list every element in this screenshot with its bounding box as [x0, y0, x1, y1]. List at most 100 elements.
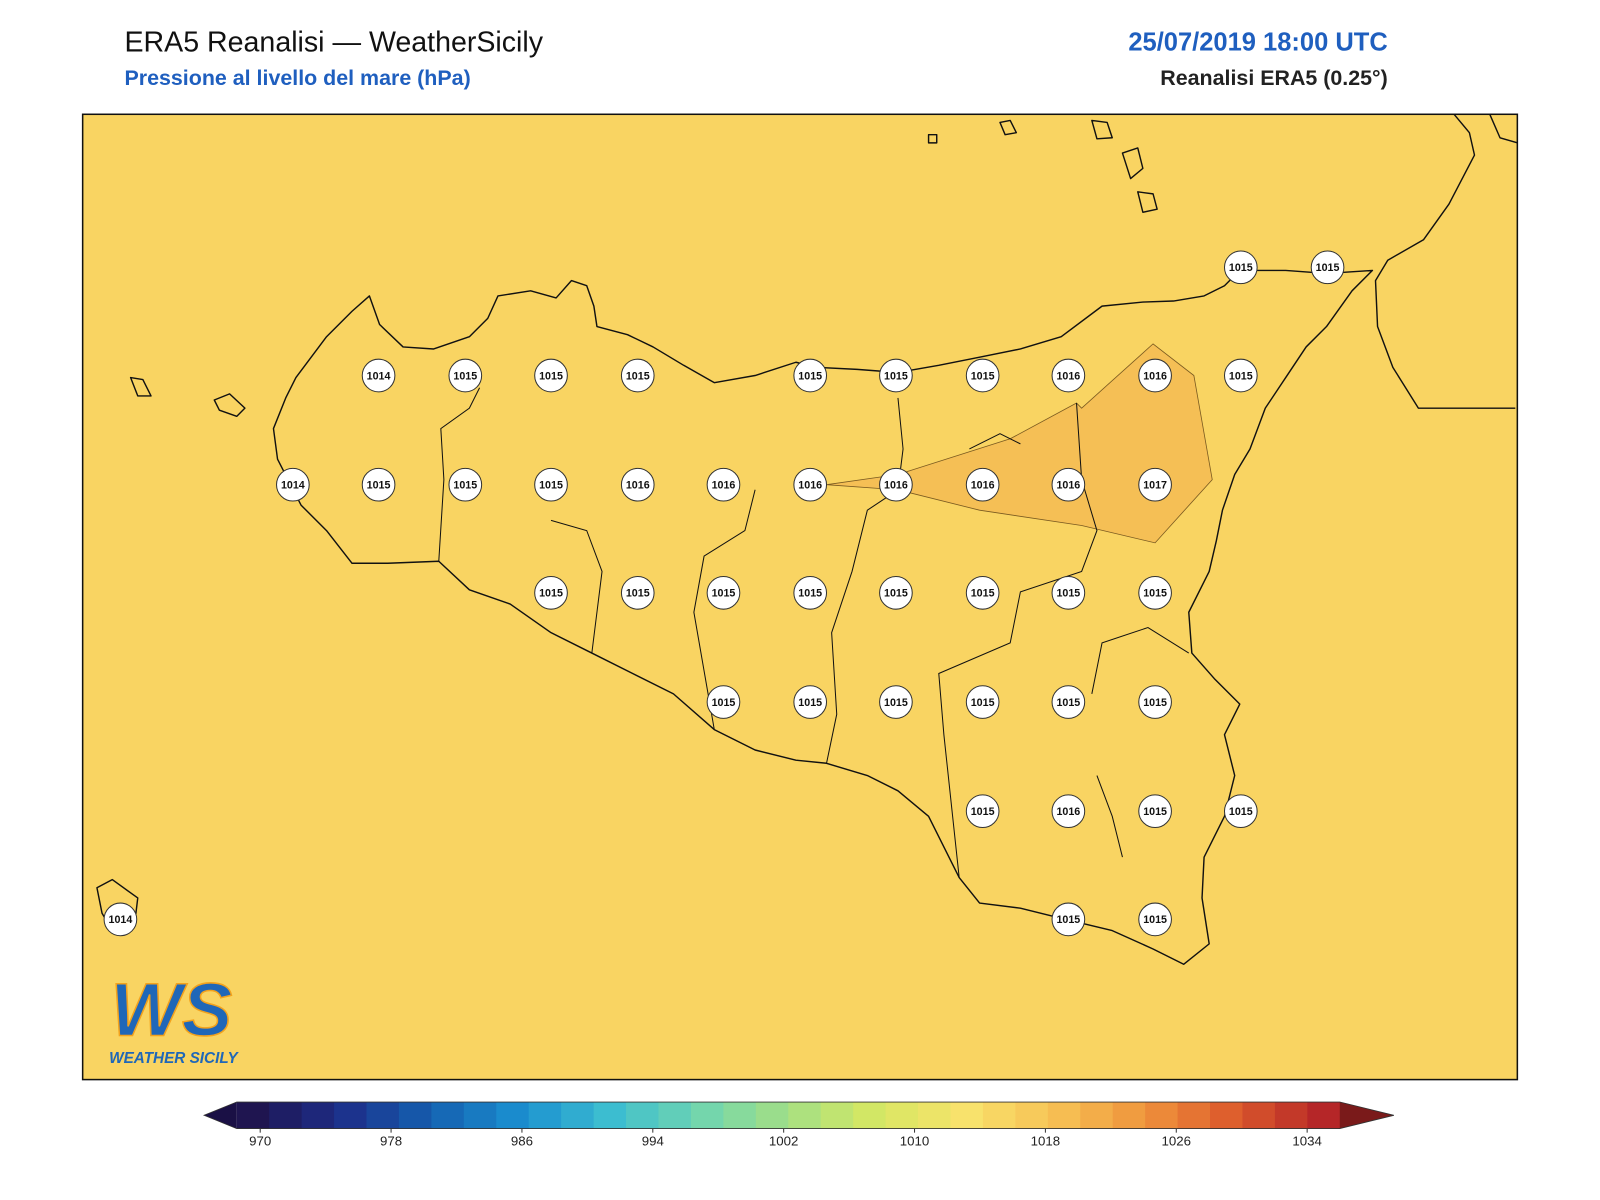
colorbar-bin: [496, 1102, 530, 1129]
station-value: 1015: [539, 480, 563, 492]
station-marker: [965, 576, 1000, 610]
station-value: 1015: [1143, 806, 1167, 818]
station-value: 1015: [971, 588, 995, 600]
station-marker: [1051, 685, 1086, 719]
colorbar-bin: [918, 1102, 951, 1129]
colorbar-tick-label: 1026: [1162, 1133, 1191, 1148]
colorbar-tick-label: 970: [249, 1133, 271, 1148]
datetime: 25/07/2019 18:00 UTC: [1128, 29, 1387, 57]
station-value: 1014: [367, 370, 391, 382]
station-value: 1015: [626, 588, 650, 600]
station-value: 1015: [1316, 262, 1340, 274]
island: [96, 119, 1158, 935]
colorbar-bin: [236, 1102, 270, 1129]
colorbar-bin: [463, 1102, 497, 1129]
station-marker: [1223, 250, 1258, 285]
station-marker: [793, 358, 828, 393]
station-value: 1017: [1143, 480, 1167, 492]
station-value: 1014: [281, 480, 305, 492]
station-value: 1015: [1229, 262, 1253, 274]
station-value: 1015: [626, 370, 650, 382]
logo-name: WEATHER SICILY: [109, 1050, 239, 1067]
colorbar-bin: [431, 1102, 465, 1129]
colorbar: 970 978 986 994 1002 1010 1018 1026 1034: [202, 1101, 1394, 1148]
subtitle: Pressione al livello del mare (hPa): [124, 66, 470, 90]
station-marker: [706, 576, 741, 610]
station-marker: [1138, 794, 1172, 829]
colorbar-bin: [788, 1102, 822, 1129]
station-marker: [1138, 902, 1172, 937]
station-value: 1015: [798, 370, 822, 382]
station-marker: [965, 467, 1000, 502]
station-marker: [1138, 467, 1172, 502]
colorbar-arrow-high: [1339, 1102, 1394, 1129]
station-value: 1016: [626, 480, 650, 492]
station-value: 1015: [971, 806, 995, 818]
station-marker: [1051, 467, 1086, 502]
province-border: [438, 387, 1190, 878]
colorbar-bin: [1274, 1102, 1308, 1129]
station-value: 1016: [1056, 806, 1080, 818]
station-value: 1015: [1056, 914, 1080, 926]
colorbar-bin: [626, 1102, 660, 1129]
station-marker: [1138, 358, 1172, 393]
colorbar-tick-label: 1002: [769, 1133, 798, 1148]
station-marker: [534, 358, 568, 393]
station-value: 1015: [971, 697, 995, 709]
station-marker: [534, 467, 568, 502]
station-value: 1014: [109, 914, 133, 926]
station-marker: [879, 467, 913, 502]
colorbar-bin: [593, 1102, 627, 1129]
station-value: 1016: [798, 480, 822, 492]
colorbar-bin: [820, 1102, 854, 1129]
calabria-coast: [1374, 113, 1516, 409]
station-marker: [879, 358, 913, 393]
station-marker: [1051, 902, 1086, 937]
colorbar-bin: [1307, 1102, 1341, 1129]
station-marker: [448, 467, 483, 502]
colorbar-tick-label: 1018: [1031, 1133, 1060, 1148]
station-value: 1015: [1229, 806, 1253, 818]
station-value: 1016: [1143, 370, 1167, 382]
colorbar-bin: [853, 1102, 887, 1129]
station-marker: [1223, 358, 1258, 393]
colorbar-bin: [755, 1102, 789, 1129]
colorbar-arrow-low: [204, 1102, 237, 1129]
station-value: 1015: [1143, 697, 1167, 709]
colorbar-bin: [950, 1102, 984, 1129]
colorbar-tick-label: 1034: [1292, 1133, 1321, 1148]
map: [81, 113, 1519, 1081]
station-value: 1015: [1056, 697, 1080, 709]
station-value: 1015: [884, 370, 908, 382]
station-value: 1016: [884, 480, 908, 492]
station-marker: [620, 358, 655, 393]
colorbar-tick-label: 986: [511, 1133, 533, 1148]
colorbar-bin: [366, 1102, 400, 1129]
station-marker: [361, 358, 396, 393]
station-marker: [965, 358, 1000, 393]
station-value: 1015: [798, 588, 822, 600]
colorbar-bin: [1145, 1102, 1179, 1129]
station-value: 1015: [539, 370, 563, 382]
station-value: 1015: [798, 697, 822, 709]
station-marker: [965, 794, 1000, 829]
colorbar-tick-label: 1010: [900, 1133, 929, 1148]
station-value: 1016: [971, 480, 995, 492]
station-value: 1016: [1056, 480, 1080, 492]
colorbar-bin: [1177, 1102, 1211, 1129]
station-marker: [1223, 794, 1258, 829]
colorbar-bin: [334, 1102, 368, 1129]
station-marker: [1051, 794, 1086, 829]
station-value: 1015: [1143, 914, 1167, 926]
colorbar-bin: [1015, 1102, 1049, 1129]
colorbar-bin: [528, 1102, 562, 1129]
title: ERA5 Reanalisi — WeatherSicily: [124, 26, 543, 58]
station-value: 1015: [971, 370, 995, 382]
colorbar-bin: [561, 1102, 595, 1129]
colorbar-bin: [301, 1102, 335, 1129]
station-value: 1015: [1229, 370, 1253, 382]
station-value: 1015: [712, 697, 736, 709]
colorbar-bin: [1210, 1102, 1243, 1129]
colorbar-outline: [202, 1101, 1394, 1129]
